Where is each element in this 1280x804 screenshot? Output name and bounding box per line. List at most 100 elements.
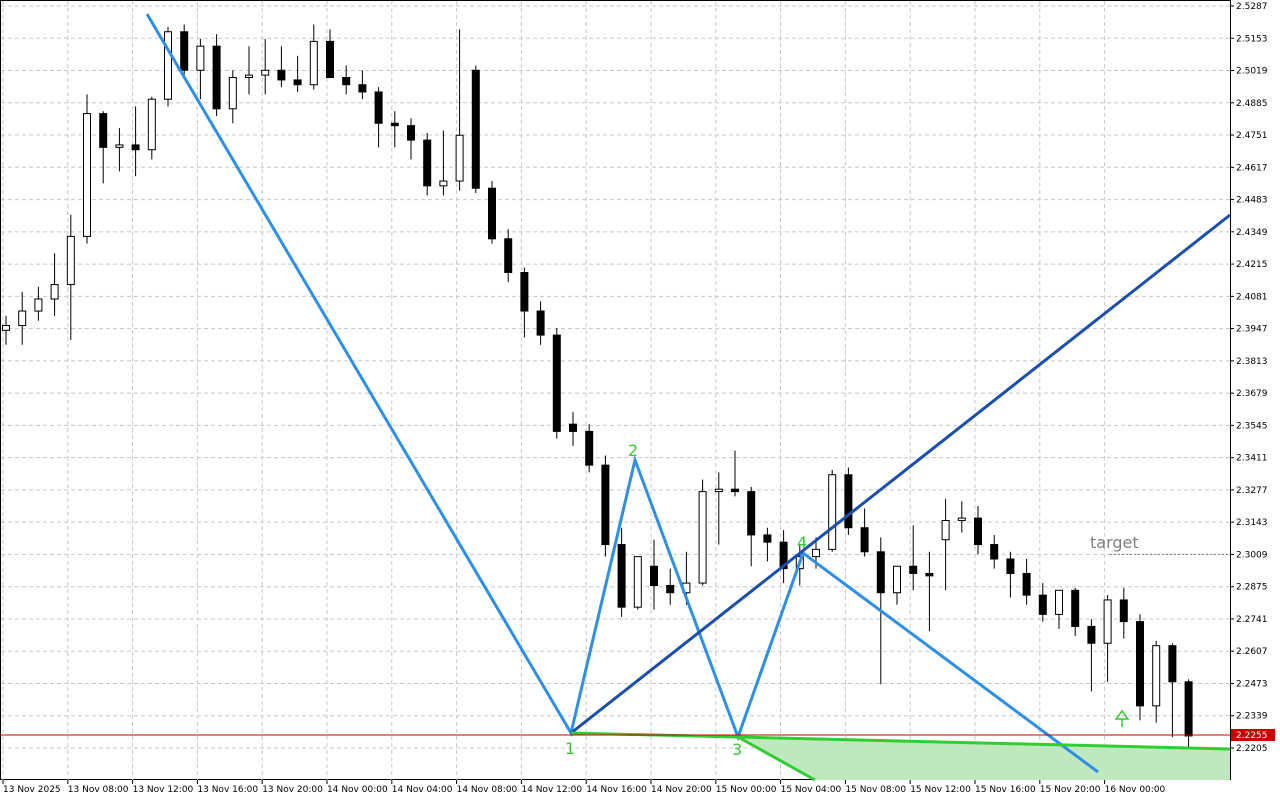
candle-body-bull [196,45,205,71]
candle-body-bear [423,139,432,187]
candle-body-bull [34,298,43,312]
candle-body-bull [455,134,464,182]
price-tick-label: 2.4349 [1236,228,1268,238]
candle [536,301,545,345]
time-tick-label: 15 Nov 04:00 [781,785,842,795]
price-tick-label: 2.5153 [1236,34,1268,44]
candle [131,106,140,177]
candle-body-bull [18,310,27,326]
candle [228,70,237,124]
time-tick-label: 15 Nov 20:00 [1040,785,1101,795]
channel-line [570,213,1231,735]
candle [1055,589,1063,629]
wave-label-2: 2 [628,441,638,460]
price-tick-label: 2.3277 [1236,486,1268,496]
current-price-label: 2.2255 [1236,731,1268,741]
candle [1006,551,1015,598]
candle [552,327,561,439]
candle [763,527,772,562]
candle-body-bull [633,556,642,608]
candle [66,214,75,340]
price-tick-label: 2.4215 [1236,260,1268,270]
candle [860,508,869,557]
candle [1152,640,1161,723]
candle [245,46,253,95]
candle-body-bull [957,517,966,521]
time-tick-label: 15 Nov 16:00 [975,785,1036,795]
candle [407,118,415,160]
price-tick-label: 2.3009 [1236,550,1268,560]
candle-body-bull [893,565,901,594]
candle [180,24,189,76]
candle [569,412,577,446]
wave-label-1: 1 [565,739,575,758]
price-axis: 2.5287 2.5153 2.5019 2.4885 2.4751 2.4617 2.44… [1230,2,1275,754]
candle-body-bear [1184,681,1193,737]
candle [164,26,172,107]
candle [326,29,334,79]
candle [99,111,108,184]
support-zone-edge [737,735,816,782]
candle-body-bear [1119,599,1128,623]
candle [455,29,464,191]
price-tick-label: 2.3143 [1236,518,1268,528]
candle-body-bear [212,45,221,110]
candle [293,55,302,92]
plot-frame [0,0,1231,780]
candle [828,469,837,552]
candle-body-bear [504,238,513,274]
candle [1119,587,1128,639]
price-tick-label: 2.2205 [1236,744,1268,754]
price-tick-label: 2.2875 [1236,583,1268,593]
time-tick-label: 14 Nov 12:00 [521,785,582,795]
candle-body-bull [83,113,91,237]
candle [941,498,950,591]
candle [390,111,399,148]
support-zone [740,738,1230,780]
candle [650,539,658,610]
candle-body-bear [326,40,334,79]
time-tick-label: 16 Nov 00:00 [1105,785,1166,795]
candle [714,472,723,545]
candle-body-bear [1136,621,1144,707]
candle [1087,619,1096,692]
candle [212,34,221,117]
candle [504,229,513,283]
candle-body-bull [115,144,124,148]
candle-body-bull [147,98,156,151]
candle [2,315,10,345]
candle-body-bear [488,187,496,240]
candle [1184,679,1193,750]
candle [957,501,966,533]
candle [439,130,448,196]
candle-body-bear [601,464,610,546]
price-tick-label: 2.2607 [1236,647,1268,657]
price-tick-label: 2.4885 [1236,99,1268,109]
candle [909,525,918,591]
pattern-lines [0,13,1231,782]
candle [488,181,496,244]
candle [844,467,853,535]
candle [18,291,27,345]
candle-body-bear [552,334,561,432]
candle-body-bear [666,584,675,594]
candle-body-bear [407,125,415,141]
candle-body-bear [990,544,999,560]
candle [1103,595,1112,682]
price-tick-label: 2.2741 [1236,615,1268,625]
candle-body-bear [731,488,739,493]
time-tick-label: 13 Nov 2025 [3,785,61,795]
candle-body-bear [1038,594,1047,615]
candle [261,38,270,95]
candle-body-bull [1152,645,1161,707]
price-tick-label: 2.3813 [1236,357,1268,367]
time-tick-label: 15 Nov 00:00 [716,785,777,795]
candle [731,450,739,497]
price-tick-label: 2.3947 [1236,325,1268,335]
candle-body-bull [812,548,820,558]
candle-body-bear [1168,645,1177,683]
time-tick-label: 14 Nov 00:00 [327,785,388,795]
wave-labels: 1 2 3 4 target [565,441,1139,759]
